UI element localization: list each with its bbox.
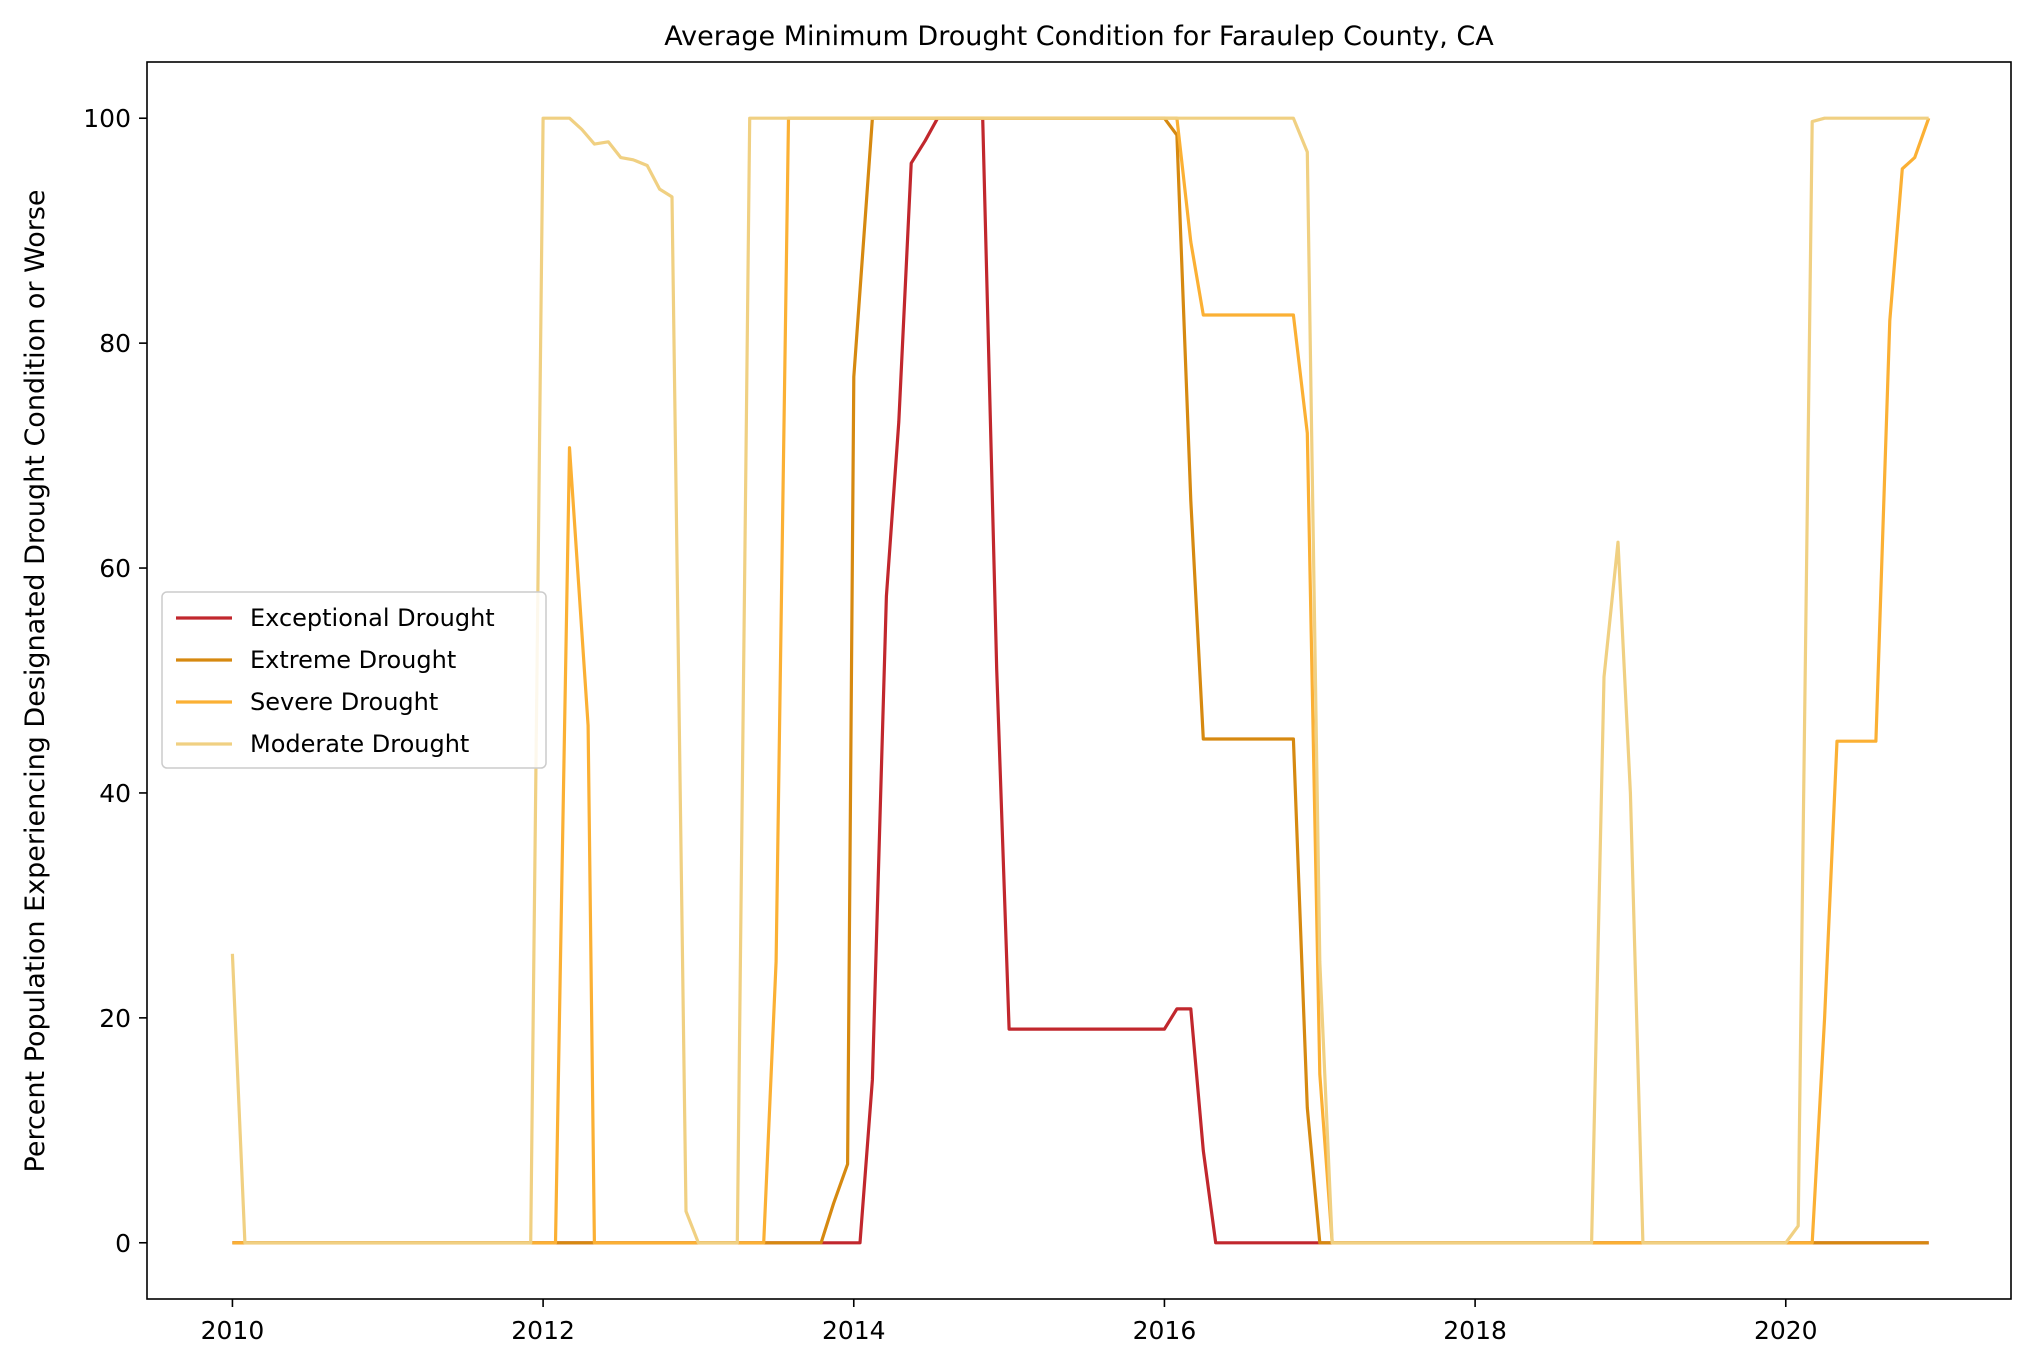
series-line-3 [232, 116, 1931, 1245]
y-tick-label: 20 [99, 1004, 131, 1033]
x-tick-label: 2020 [1754, 1316, 1818, 1345]
series-layer [230, 116, 1931, 1245]
legend: Exceptional Drought Extreme Drought Severe… [161, 591, 547, 769]
y-tick-label: 40 [99, 779, 131, 808]
y-tick-label: 80 [99, 329, 131, 358]
y-axis: 0 20 40 60 80 100 [83, 104, 147, 1258]
axes-frame [146, 61, 2012, 1300]
y-tick-label: 100 [83, 104, 131, 133]
legend-box [161, 591, 547, 769]
legend-label: Moderate Drought [250, 730, 469, 758]
x-tick-label: 2018 [1443, 1316, 1507, 1345]
y-tick-label: 0 [115, 1229, 131, 1258]
legend-label: Extreme Drought [250, 646, 456, 674]
y-tick-label: 60 [99, 554, 131, 583]
series-line-4 [230, 116, 1929, 1245]
x-tick-label: 2010 [201, 1316, 265, 1345]
legend-label: Severe Drought [250, 688, 438, 716]
x-tick-label: 2012 [511, 1316, 575, 1345]
x-axis: 2010 2012 2014 2016 2018 2020 [201, 1299, 1818, 1345]
legend-label: Exceptional Drought [250, 604, 495, 632]
y-axis-label: Percent Population Experiencing Designat… [20, 190, 51, 1173]
x-tick-label: 2016 [1133, 1316, 1197, 1345]
chart-title: Average Minimum Drought Condition for Fa… [664, 21, 1494, 52]
x-tick-label: 2014 [822, 1316, 886, 1345]
